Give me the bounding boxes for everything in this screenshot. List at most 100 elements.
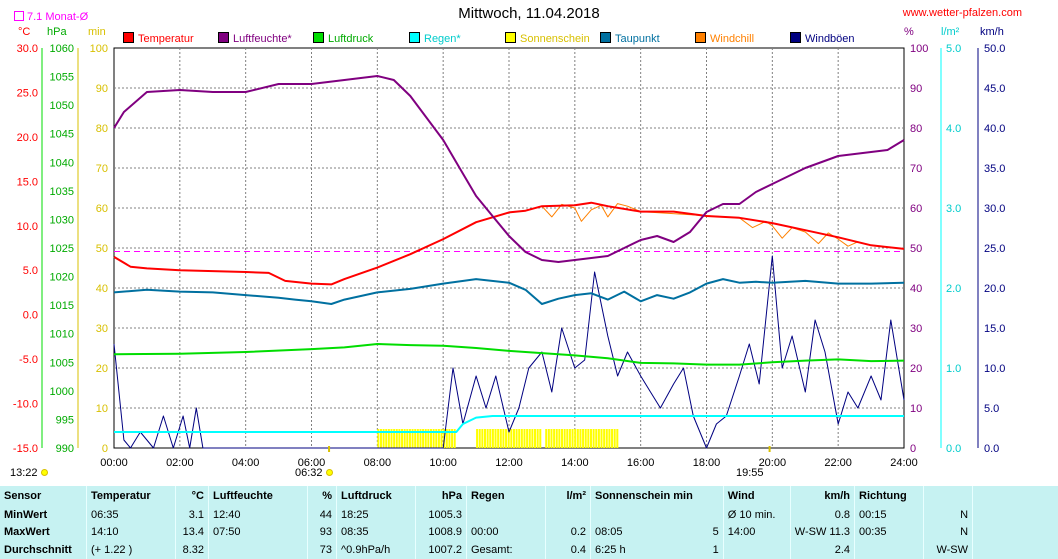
- sunshine-bar: [401, 429, 404, 448]
- legend-item-luftfeuchte: Luftfeuchte*: [218, 32, 292, 45]
- wind-tick-label: 15.0: [984, 323, 1005, 335]
- pressure-tick-label: 1030: [50, 214, 74, 226]
- stats-cell: 1008.9: [415, 523, 467, 542]
- rain-tick-label: 4.0: [946, 123, 961, 135]
- stats-cell: MinWert: [0, 505, 87, 524]
- wind-tick-label: 5.0: [984, 403, 999, 415]
- sun-tick-label: 10: [96, 403, 108, 415]
- pressure-tick-label: 1060: [50, 43, 74, 55]
- sunshine-bar: [526, 429, 529, 448]
- sun-tick-label: 30: [96, 323, 108, 335]
- stats-cell: 0.2: [545, 523, 591, 542]
- legend-item-taupunkt: Taupunkt: [600, 32, 660, 45]
- sunshine-bar: [483, 429, 486, 448]
- sunshine-bar: [584, 429, 587, 448]
- pressure-tick-label: 1005: [50, 357, 74, 369]
- chart-title: Mittwoch, 11.04.2018: [458, 5, 600, 22]
- sun-tick-label: 90: [96, 83, 108, 95]
- stats-header: °C: [175, 486, 209, 506]
- humidity-tick-label: 80: [910, 123, 922, 135]
- sunshine-bar: [507, 429, 510, 448]
- sunshine-bar: [547, 429, 550, 448]
- stats-cell: 12:40: [208, 505, 308, 524]
- temp-tick-label: 0.0: [23, 310, 38, 322]
- temp-tick-label: -10.0: [13, 399, 38, 411]
- humidity-tick-label: 90: [910, 83, 922, 95]
- wind-tick-label: 20.0: [984, 283, 1005, 295]
- stats-cell: [466, 505, 546, 524]
- sunshine-bar: [512, 429, 515, 448]
- pressure-tick-label: 1015: [50, 300, 74, 312]
- series-line-luftdruck: [113, 343, 905, 366]
- sunshine-bar: [497, 429, 500, 448]
- stats-cell: [545, 505, 591, 524]
- stats-cell: 93: [307, 523, 337, 542]
- x-tick-label: 10:00: [429, 457, 457, 469]
- sunshine-bar: [430, 429, 432, 448]
- pressure-tick-label: 1035: [50, 186, 74, 198]
- sunshine-bar: [414, 429, 417, 448]
- pressure-tick-label: 995: [56, 414, 74, 426]
- sunshine-bar: [553, 429, 556, 448]
- temp-tick-label: 30.0: [17, 43, 38, 55]
- sunshine-bar: [393, 429, 396, 448]
- sun-tick-label: 50: [96, 243, 108, 255]
- sunshine-bar: [515, 429, 518, 448]
- stats-header: Temperatur: [86, 486, 176, 506]
- sunshine-bar: [445, 429, 448, 448]
- weather-chart: -15.0 -10.0 -5.0 0.0 5.0 10.0 15.0 20.0 25.0 30.0…: [13, 43, 1006, 469]
- pressure-tick-label: 1040: [50, 157, 74, 169]
- rain-tick-label: 5.0: [946, 43, 961, 55]
- wind-tick-label: 30.0: [984, 203, 1005, 215]
- legend-swatch: [695, 32, 706, 43]
- sunrise-time: 06:32: [295, 467, 323, 479]
- legend-label: Taupunkt: [615, 33, 660, 45]
- sunshine-bar: [523, 429, 526, 448]
- sunshine-bar: [505, 429, 508, 448]
- stats-cell: 8.32: [175, 541, 209, 559]
- x-tick-label: 02:00: [166, 457, 194, 469]
- stats-cell: 14:00: [723, 523, 791, 542]
- sunshine-bar: [486, 429, 489, 448]
- temp-tick-label: 10.0: [17, 221, 38, 233]
- legend: Temperatur Luftfeuchte* Luftdruck Regen*…: [120, 32, 900, 46]
- legend-label: Luftfeuchte*: [233, 33, 292, 45]
- series-line-taupunkt: [113, 278, 905, 305]
- stats-header: Richtung: [854, 486, 925, 506]
- rain-tick-label: 0.0: [946, 443, 961, 455]
- stats-header: Regen: [466, 486, 546, 506]
- humidity-tick-label: 0: [910, 443, 916, 455]
- sunshine-bar: [595, 429, 598, 448]
- humidity-tick-label: 30: [910, 323, 922, 335]
- wind-tick-label: 40.0: [984, 123, 1005, 135]
- website-link[interactable]: www.wetter-pfalzen.com: [902, 7, 1022, 19]
- unit-wind: km/h: [980, 26, 1004, 38]
- sunshine-bar: [550, 429, 553, 448]
- sun-icon: [325, 469, 333, 476]
- stats-cell: [591, 506, 697, 524]
- unit-pressure: hPa: [47, 26, 67, 38]
- stats-cell: 0.8: [790, 505, 856, 524]
- legend-item-luftdruck: Luftdruck: [313, 32, 373, 45]
- legend-label: Luftdruck: [328, 33, 374, 45]
- sunshine-bar: [613, 429, 616, 448]
- temp-tick-label: 25.0: [17, 87, 38, 99]
- humidity-tick-label: 60: [910, 203, 922, 215]
- sunshine-bar: [451, 429, 454, 448]
- sun-time-marker: [768, 446, 771, 452]
- sunshine-bar: [489, 429, 492, 448]
- sunshine-bar: [437, 429, 440, 448]
- sun-time-marker: [328, 446, 331, 452]
- x-tick-label: 24:00: [890, 457, 918, 469]
- pressure-tick-label: 1055: [50, 72, 74, 84]
- stats-cell: 08:05: [595, 526, 623, 539]
- sunshine-bar: [382, 429, 385, 448]
- stats-cell: N: [923, 523, 974, 542]
- sunshine-bar: [545, 429, 548, 448]
- sunshine-bar: [379, 429, 382, 448]
- stats-header: Luftdruck: [336, 486, 416, 506]
- x-tick-label: 08:00: [364, 457, 392, 469]
- sunshine-bar: [398, 429, 401, 448]
- legend-item-windboeen: Windböen: [790, 32, 855, 45]
- sunshine-bar: [589, 429, 592, 448]
